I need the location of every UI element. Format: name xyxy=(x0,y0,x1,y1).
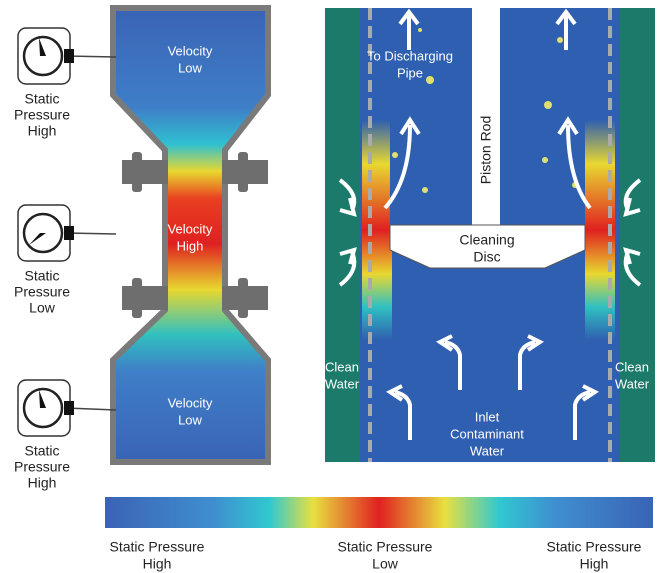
colorbar-label: Low xyxy=(372,556,399,572)
gauge-nut xyxy=(64,49,74,63)
gauge-label: Static xyxy=(24,268,59,284)
colorbar xyxy=(105,497,653,528)
gauge-nut xyxy=(64,226,74,240)
cleaner xyxy=(325,8,655,462)
venturi-pipe xyxy=(110,5,271,465)
gauge-needle xyxy=(39,390,46,408)
clean-water-label: Water xyxy=(325,376,360,391)
colorbar-label: Static Pressure xyxy=(110,539,205,555)
gauge-label: Low xyxy=(29,300,56,316)
gauge-label: High xyxy=(28,475,57,491)
colorbar-label: High xyxy=(580,556,609,572)
flanges xyxy=(122,152,268,318)
gauge-label: Pressure xyxy=(14,107,70,123)
inlet-label: Inlet xyxy=(475,409,500,424)
gauge-label: Static xyxy=(24,91,59,107)
gauge-label: Static xyxy=(24,443,59,459)
clean-water-label: Clean xyxy=(615,359,649,374)
gauge-label: High xyxy=(28,123,57,139)
gauge-needle xyxy=(39,38,46,56)
disc-label: Disc xyxy=(473,249,500,265)
gauge-tube xyxy=(65,407,117,411)
piston-rod-label: Piston Rod xyxy=(478,116,494,184)
colorbar-label: Static Pressure xyxy=(547,539,642,555)
gauge-tube xyxy=(65,232,117,235)
discharge-label: To Discharging xyxy=(367,48,453,63)
gauge-nut xyxy=(64,401,74,415)
clean-water-label: Clean xyxy=(325,359,359,374)
discharge-label: Pipe xyxy=(397,65,423,80)
velocity-label: Velocity xyxy=(168,43,213,58)
velocity-label: Low xyxy=(178,412,202,427)
velocity-label: Low xyxy=(178,60,202,75)
velocity-label: Velocity xyxy=(168,395,213,410)
colorbar-label: Static Pressure xyxy=(338,539,433,555)
gauge-label: Pressure xyxy=(14,284,70,300)
inlet-label: Water xyxy=(470,443,505,458)
inlet-label: Contaminant xyxy=(450,426,524,441)
gauge-needle xyxy=(29,233,46,245)
velocity-label: Velocity xyxy=(168,221,213,236)
disc-label: Cleaning xyxy=(459,232,514,248)
colorbar-label: High xyxy=(143,556,172,572)
velocity-label: High xyxy=(177,238,204,253)
clean-water-label: Water xyxy=(615,376,650,391)
gauge-label: Pressure xyxy=(14,459,70,475)
gauge-tube xyxy=(65,55,117,58)
